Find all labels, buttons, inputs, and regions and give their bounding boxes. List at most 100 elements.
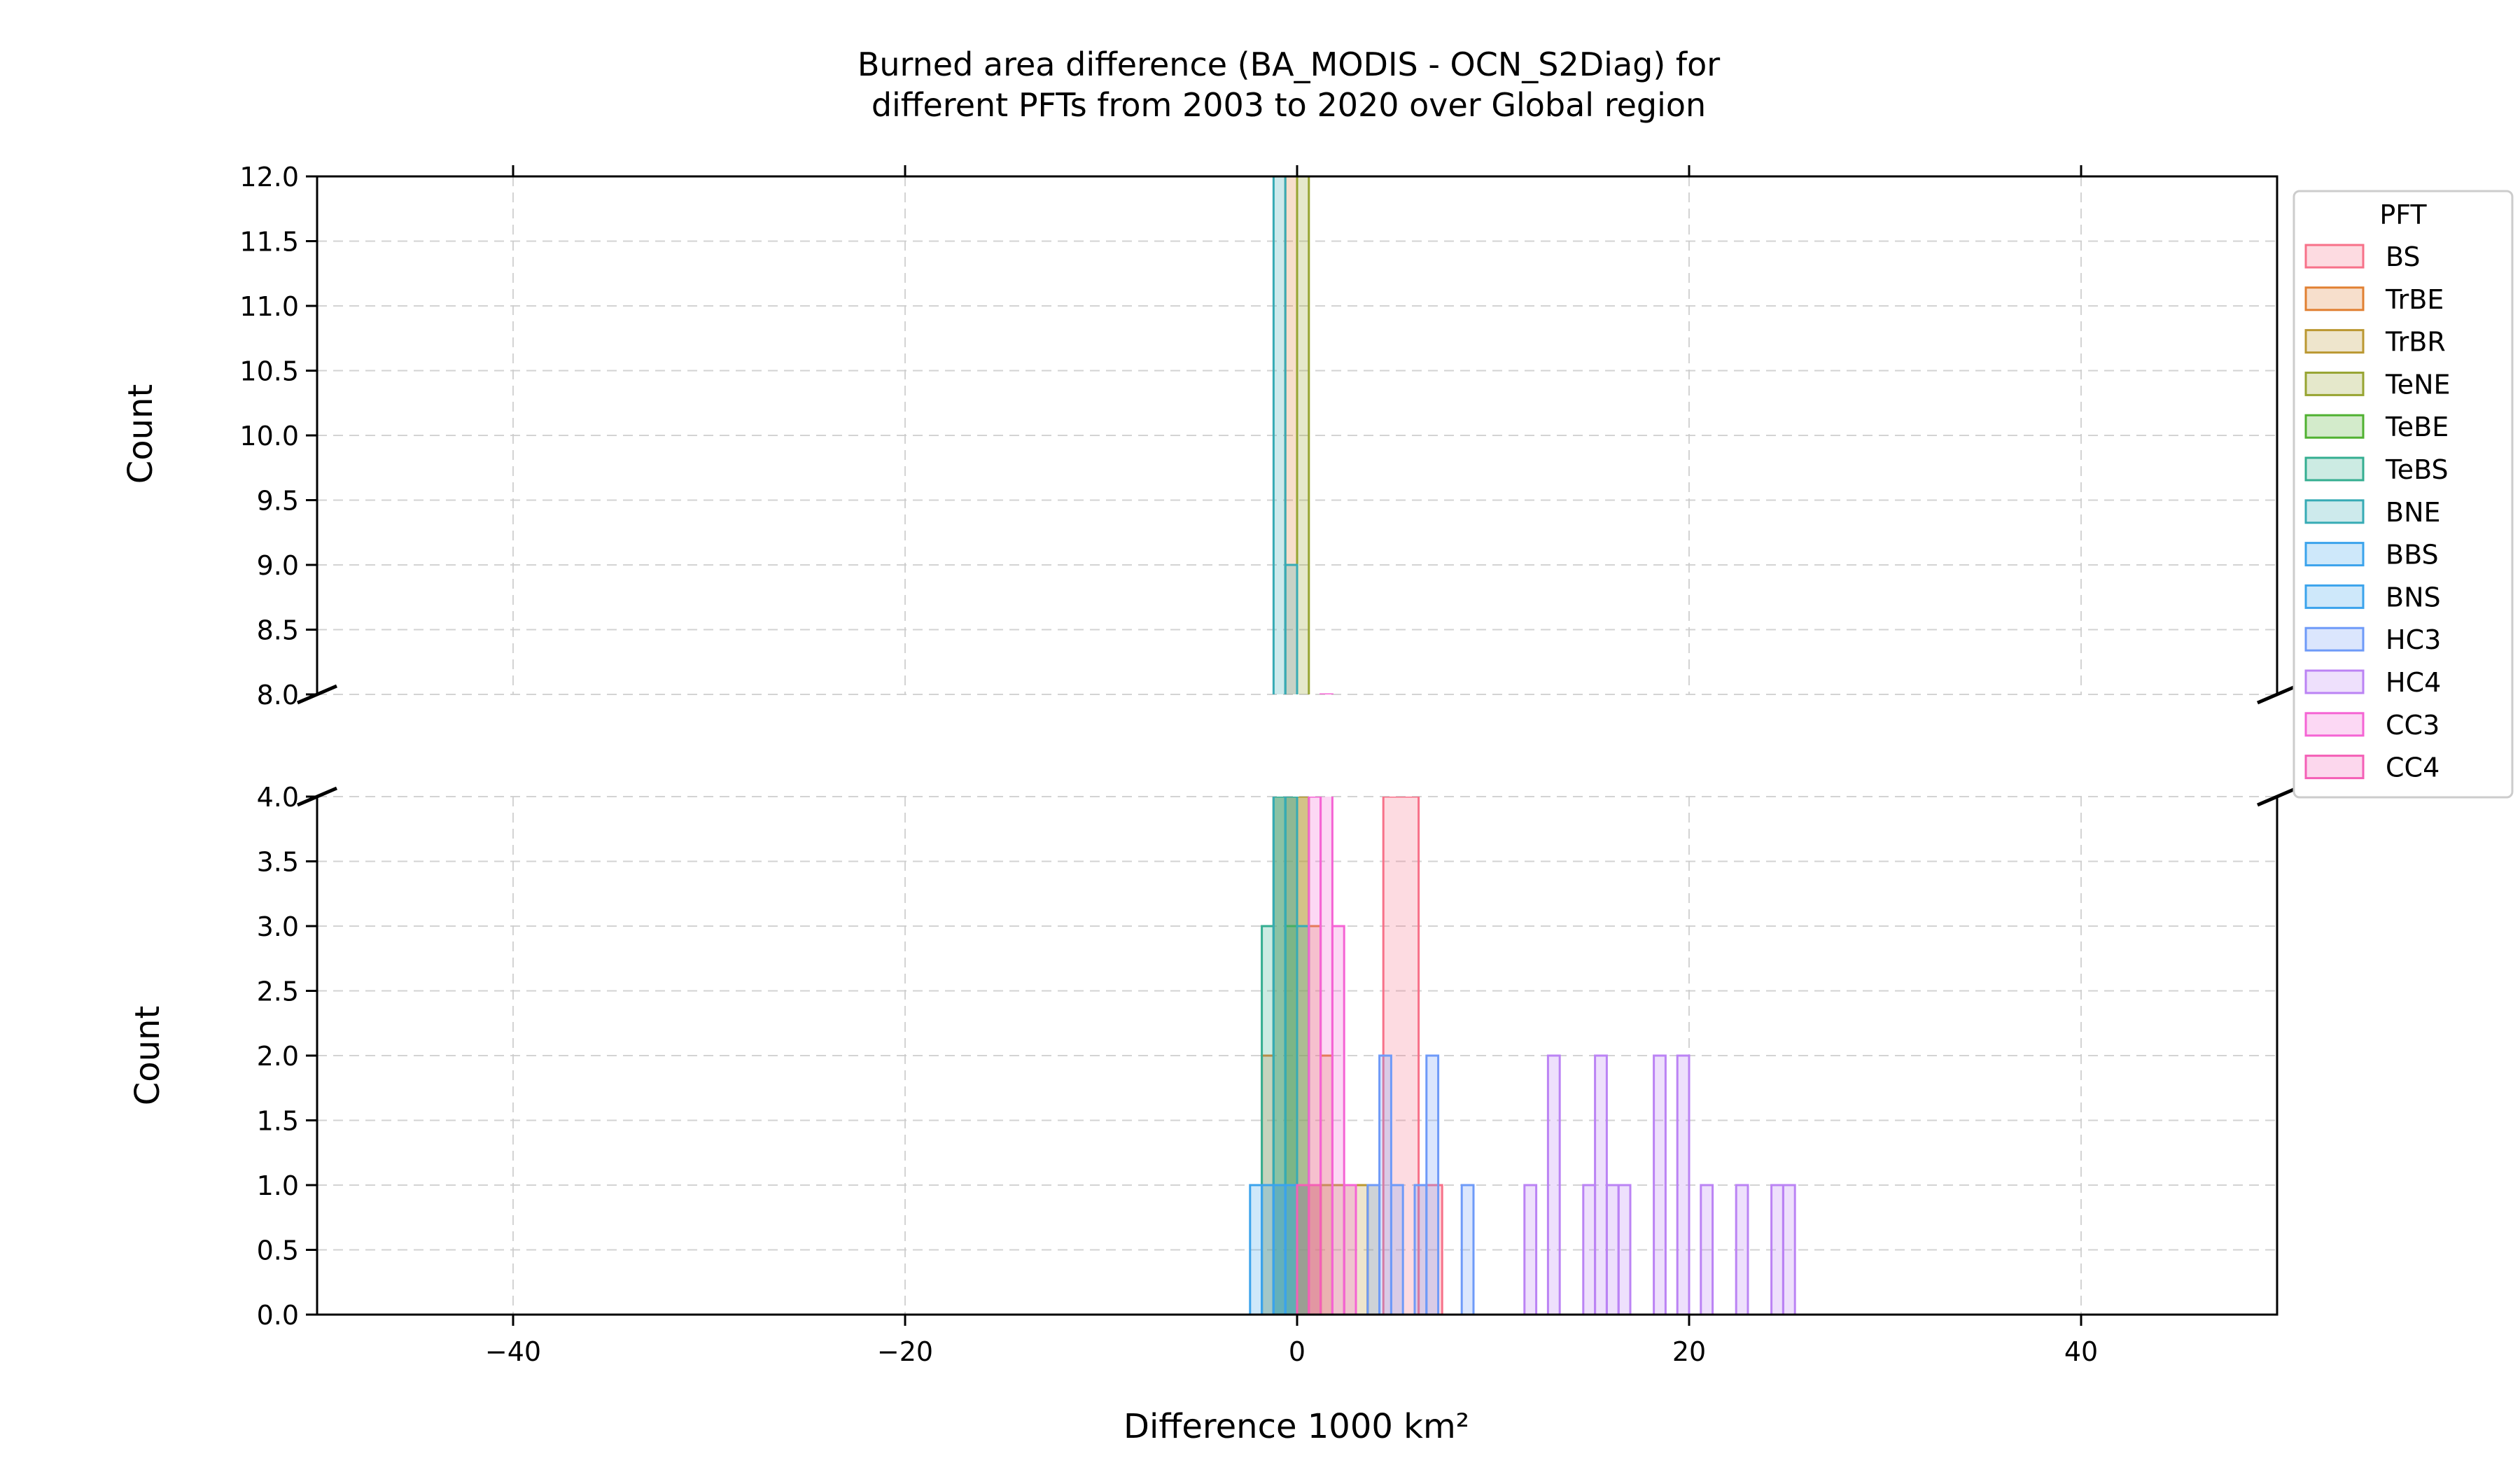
y-tick-label-lower: 3.0 — [257, 911, 299, 942]
y-tick-label-upper: 11.5 — [239, 227, 299, 258]
x-axis-label: Difference 1000 km² — [1124, 1407, 1469, 1446]
y-tick-label-lower: 1.0 — [257, 1170, 299, 1201]
legend-label: BS — [2386, 241, 2421, 272]
y-tick-label-upper: 9.0 — [257, 550, 299, 581]
bar-hc4 — [1582, 1184, 1597, 1315]
legend-item-hc4: HC4 — [2304, 667, 2441, 698]
y-axis-label-upper: Count — [121, 384, 160, 484]
bar-bne — [1272, 176, 1287, 694]
bar-bns — [1284, 1184, 1298, 1315]
x-tick-label: 40 — [2064, 1336, 2098, 1367]
legend-item-cc4: CC4 — [2304, 752, 2440, 783]
legend-swatch — [2304, 626, 2365, 652]
histogram-bars — [1249, 176, 1796, 1315]
bar-trbr — [1354, 1184, 1369, 1315]
bar-hc4 — [1546, 1054, 1561, 1315]
bar-hc3 — [1378, 1054, 1392, 1315]
bar-bbs — [1249, 1184, 1264, 1315]
y-tick-label-lower: 0.5 — [257, 1236, 299, 1266]
legend-item-cc3: CC3 — [2304, 710, 2440, 741]
y-tick-label-upper: 12.0 — [239, 162, 299, 192]
legend-swatch — [2304, 414, 2365, 439]
y-tick-label-upper: 8.0 — [257, 680, 299, 710]
bar-cc3 — [1331, 925, 1345, 1315]
bar-cc4 — [1308, 1184, 1322, 1315]
y-tick-label-lower: 4.0 — [257, 782, 299, 813]
chart-title-line2: different PFTs from 2003 to 2020 over Gl… — [872, 86, 1706, 124]
bar-hc3 — [1413, 1184, 1428, 1315]
bar-bne — [1284, 564, 1298, 694]
legend-item-tene: TeNE — [2304, 369, 2451, 400]
y-tick-label-upper: 9.5 — [257, 486, 299, 517]
y-tick-label-lower: 2.0 — [257, 1041, 299, 1072]
legend-label: CC4 — [2386, 752, 2440, 783]
bar-hc3 — [1425, 1054, 1440, 1315]
legend-swatch — [2304, 499, 2365, 524]
legend-swatch — [2304, 542, 2365, 567]
legend-item-trbr: TrBR — [2304, 327, 2446, 358]
bar-hc3 — [1390, 1184, 1404, 1315]
x-tick-label: 20 — [1672, 1336, 1706, 1367]
upper-panel-bars — [1272, 176, 1334, 694]
legend-item-bne: BNE — [2304, 497, 2441, 528]
bar-cc3 — [1343, 1184, 1357, 1315]
legend-swatch — [2304, 712, 2365, 737]
y-tick-label-lower: 2.5 — [257, 976, 299, 1007]
y-tick-label-upper: 10.0 — [239, 421, 299, 451]
legend-swatch — [2304, 286, 2365, 312]
bar-hc3 — [1366, 1184, 1381, 1315]
bar-hc4 — [1617, 1184, 1632, 1315]
y-tick-label-upper: 10.5 — [239, 356, 299, 387]
legend-label: CC3 — [2386, 710, 2440, 741]
legend-items: BS TrBE TrBR TeNE TeBE TeBS BNE BBS BNS HC3 HC4 CC3… — [2304, 241, 2451, 783]
y-axis-label-lower: Count — [128, 1006, 167, 1106]
bar-cc3 — [1320, 797, 1334, 1315]
legend-swatch — [2304, 244, 2365, 269]
bar-cc3 — [1320, 693, 1334, 694]
legend-label: HC3 — [2386, 624, 2441, 655]
bar-hc4 — [1782, 1184, 1796, 1315]
y-tick-label-upper: 8.5 — [257, 615, 299, 646]
y-tick-label-upper: 11.0 — [239, 291, 299, 322]
bar-hc4 — [1594, 1054, 1608, 1315]
legend-item-tebe: TeBE — [2304, 412, 2449, 442]
legend-item-bbs: BBS — [2304, 540, 2439, 570]
legend-label: TeBE — [2385, 412, 2449, 442]
x-tick-label: 0 — [1289, 1336, 1306, 1367]
legend-item-bns: BNS — [2304, 582, 2441, 612]
bar-hc4 — [1605, 1184, 1620, 1315]
bar-hc4 — [1676, 1054, 1690, 1315]
legend-swatch — [2304, 669, 2365, 694]
bar-hc4 — [1653, 1054, 1667, 1315]
legend-label: TeBS — [2385, 454, 2449, 485]
legend-swatch — [2304, 584, 2365, 609]
y-tick-label-lower: 1.5 — [257, 1106, 299, 1137]
legend: PFT BS TrBE TrBR TeNE TeBE TeBS BNE BBS BNS HC3 HC… — [2292, 190, 2514, 799]
legend-label: TrBR — [2385, 327, 2446, 358]
bar-hc4 — [1523, 1184, 1538, 1315]
bar-tene — [1296, 176, 1310, 694]
legend-label: TeNE — [2385, 369, 2451, 400]
legend-label: BBS — [2386, 540, 2439, 570]
axis-break-mark — [2257, 786, 2297, 807]
x-tick-label: −40 — [485, 1336, 541, 1367]
bar-hc4 — [1770, 1184, 1784, 1315]
y-tick-label-lower: 3.5 — [257, 847, 299, 878]
legend-swatch — [2304, 456, 2365, 482]
legend-swatch — [2304, 329, 2365, 354]
legend-swatch — [2304, 755, 2365, 780]
tick-labels: −40 −20 0 20 40 8.0 8.5 9.0 9.5 10.0 10.5 11.0 11.5 1… — [239, 162, 2098, 1367]
legend-label: TrBE — [2385, 284, 2444, 315]
legend-label: BNS — [2386, 582, 2441, 612]
y-tick-label-lower: 0.0 — [257, 1300, 299, 1331]
legend-swatch — [2304, 371, 2365, 396]
legend-item-bs: BS — [2304, 241, 2421, 272]
legend-item-trbe: TrBE — [2304, 284, 2444, 315]
legend-item-hc3: HC3 — [2304, 624, 2441, 655]
bar-bns — [1272, 1184, 1287, 1315]
bar-hc4 — [1700, 1184, 1714, 1315]
legend-label: BNE — [2386, 497, 2441, 528]
legend-frame — [2292, 190, 2514, 799]
bar-bbs — [1261, 1184, 1275, 1315]
